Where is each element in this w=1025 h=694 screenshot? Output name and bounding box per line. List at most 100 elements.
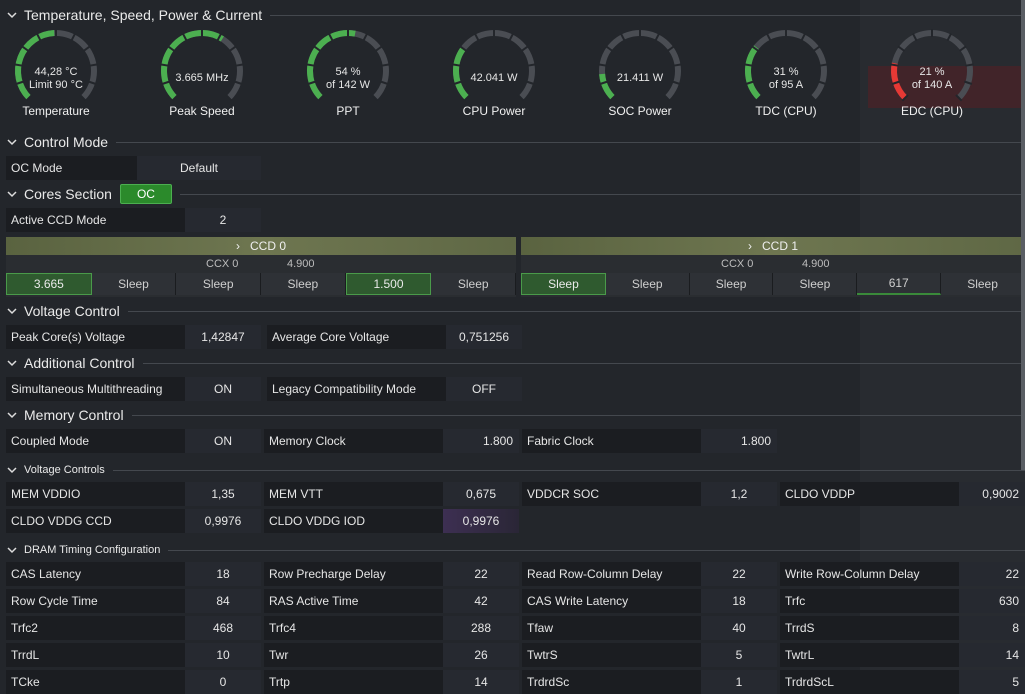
coupled-mode-value[interactable]: ON [185, 429, 261, 453]
write-row-column-delay-label: Write Row-Column Delay [780, 562, 959, 586]
row-cycle-time-value[interactable]: 84 [185, 589, 261, 613]
gauge-peak-speed: 3.665 MHz Peak Speed [147, 28, 257, 124]
scrollbar[interactable] [1021, 0, 1025, 470]
twtrl-row[interactable]: TwtrL 14 [780, 643, 1025, 667]
trrds-row[interactable]: TrrdS 8 [780, 616, 1025, 640]
ccx-frequency: 4.900 [802, 258, 830, 270]
section-control-mode[interactable]: Control Mode [0, 131, 1025, 153]
trrds-value[interactable]: 8 [959, 616, 1025, 640]
twr-value[interactable]: 26 [443, 643, 519, 667]
tcke-row[interactable]: TCke 0 [6, 670, 261, 694]
trtp-row[interactable]: Trtp 14 [264, 670, 519, 694]
gauge-fill [307, 30, 356, 100]
section-temp-speed[interactable]: Temperature, Speed, Power & Current [0, 4, 1025, 26]
vddcr-soc-row[interactable]: VDDCR SOC 1,2 [522, 482, 777, 506]
chevron-down-icon[interactable] [6, 357, 18, 369]
twr-row[interactable]: Twr 26 [264, 643, 519, 667]
chevron-down-icon[interactable] [6, 188, 18, 200]
legacy-compat-value[interactable]: OFF [446, 377, 522, 401]
write-row-column-delay-row[interactable]: Write Row-Column Delay 22 [780, 562, 1025, 586]
trrdl-value[interactable]: 10 [185, 643, 261, 667]
smt-value[interactable]: ON [185, 377, 261, 401]
read-row-column-delay-value[interactable]: 22 [701, 562, 777, 586]
mem-vddio-value[interactable]: 1,35 [185, 482, 261, 506]
ccd-0-header[interactable]: › CCD 0 [6, 237, 516, 255]
core-4: 1.500 [345, 273, 432, 295]
active-ccd-row[interactable]: Active CCD Mode 2 [6, 208, 261, 232]
write-row-column-delay-value[interactable]: 22 [959, 562, 1025, 586]
cldo-vddp-value[interactable]: 0,9002 [959, 482, 1025, 506]
legacy-compat-row[interactable]: Legacy Compatibility Mode OFF [267, 377, 522, 401]
chevron-down-icon[interactable] [6, 9, 18, 21]
memory-clock-value[interactable]: 1.800 [443, 429, 519, 453]
smt-label: Simultaneous Multithreading [6, 377, 185, 401]
tcke-value[interactable]: 0 [185, 670, 261, 694]
cldo-vddg-iod-row[interactable]: CLDO VDDG IOD 0,9976 [264, 509, 519, 533]
trfc4-value[interactable]: 288 [443, 616, 519, 640]
gauge-subvalue: of 142 W [325, 79, 371, 91]
tfaw-row[interactable]: Tfaw 40 [522, 616, 777, 640]
section-cores[interactable]: Cores Section OC [0, 183, 1025, 205]
mem-vtt-row[interactable]: MEM VTT 0,675 [264, 482, 519, 506]
ras-active-time-row[interactable]: RAS Active Time 42 [264, 589, 519, 613]
section-dram-timing[interactable]: DRAM Timing Configuration [0, 539, 1025, 561]
trdrdsc-row[interactable]: TrdrdSc 1 [522, 670, 777, 694]
twtrl-value[interactable]: 14 [959, 643, 1025, 667]
active-ccd-value[interactable]: 2 [185, 208, 261, 232]
chevron-down-icon[interactable] [6, 136, 18, 148]
chevron-down-icon[interactable] [6, 544, 18, 556]
oc-mode-value[interactable]: Default [137, 156, 261, 180]
mem-vtt-value[interactable]: 0,675 [443, 482, 519, 506]
cas-write-latency-row[interactable]: CAS Write Latency 18 [522, 589, 777, 613]
chevron-down-icon[interactable] [6, 305, 18, 317]
smt-row[interactable]: Simultaneous Multithreading ON [6, 377, 261, 401]
gauge-value: 21 % [919, 66, 945, 78]
cas-write-latency-value[interactable]: 18 [701, 589, 777, 613]
trdrdsc-value[interactable]: 1 [701, 670, 777, 694]
core-1: Sleep [91, 273, 177, 295]
avg-voltage-row[interactable]: Average Core Voltage 0,751256 [267, 325, 522, 349]
ccd-1-header[interactable]: › CCD 1 [521, 237, 1025, 255]
oc-mode-row[interactable]: OC Mode Default [6, 156, 261, 180]
chevron-down-icon[interactable] [6, 464, 18, 476]
section-voltage-control[interactable]: Voltage Control [0, 300, 1025, 322]
fabric-clock-row[interactable]: Fabric Clock 1.800 [522, 429, 777, 453]
divider [116, 141, 1025, 143]
section-voltage-controls[interactable]: Voltage Controls [0, 459, 1025, 481]
row-cycle-time-row[interactable]: Row Cycle Time 84 [6, 589, 261, 613]
trfc2-row[interactable]: Trfc2 468 [6, 616, 261, 640]
core-list: Sleep Sleep Sleep Sleep 617 Sleep [521, 273, 1025, 295]
coupled-mode-row[interactable]: Coupled Mode ON [6, 429, 261, 453]
trfc-row[interactable]: Trfc 630 [780, 589, 1025, 613]
vddcr-soc-value[interactable]: 1,2 [701, 482, 777, 506]
section-additional-control[interactable]: Additional Control [0, 352, 1025, 374]
tfaw-value[interactable]: 40 [701, 616, 777, 640]
trfc4-row[interactable]: Trfc4 288 [264, 616, 519, 640]
row-precharge-delay-value[interactable]: 22 [443, 562, 519, 586]
cldo-vddg-ccd-row[interactable]: CLDO VDDG CCD 0,9976 [6, 509, 261, 533]
cldo-vddp-row[interactable]: CLDO VDDP 0,9002 [780, 482, 1025, 506]
trrdl-row[interactable]: TrrdL 10 [6, 643, 261, 667]
row-precharge-delay-row[interactable]: Row Precharge Delay 22 [264, 562, 519, 586]
ras-active-time-value[interactable]: 42 [443, 589, 519, 613]
trdrdscl-value[interactable]: 5 [959, 670, 1025, 694]
memory-clock-row[interactable]: Memory Clock 1.800 [264, 429, 519, 453]
mem-vddio-row[interactable]: MEM VDDIO 1,35 [6, 482, 261, 506]
fabric-clock-value[interactable]: 1.800 [701, 429, 777, 453]
cldo-vddg-iod-value[interactable]: 0,9976 [443, 509, 519, 533]
twtrs-row[interactable]: TwtrS 5 [522, 643, 777, 667]
chevron-right-icon: › [747, 239, 752, 253]
trtp-value[interactable]: 14 [443, 670, 519, 694]
twtrs-value[interactable]: 5 [701, 643, 777, 667]
cas-latency-row[interactable]: CAS Latency 18 [6, 562, 261, 586]
cldo-vddg-ccd-value[interactable]: 0,9976 [185, 509, 261, 533]
peak-voltage-row[interactable]: Peak Core(s) Voltage 1,42847 [6, 325, 261, 349]
read-row-column-delay-row[interactable]: Read Row-Column Delay 22 [522, 562, 777, 586]
trfc-value[interactable]: 630 [959, 589, 1025, 613]
trdrdscl-row[interactable]: TrdrdScL 5 [780, 670, 1025, 694]
chevron-down-icon[interactable] [6, 409, 18, 421]
cas-latency-value[interactable]: 18 [185, 562, 261, 586]
section-memory-control[interactable]: Memory Control [0, 404, 1025, 426]
section-title: Control Mode [24, 134, 109, 150]
trfc2-value[interactable]: 468 [185, 616, 261, 640]
